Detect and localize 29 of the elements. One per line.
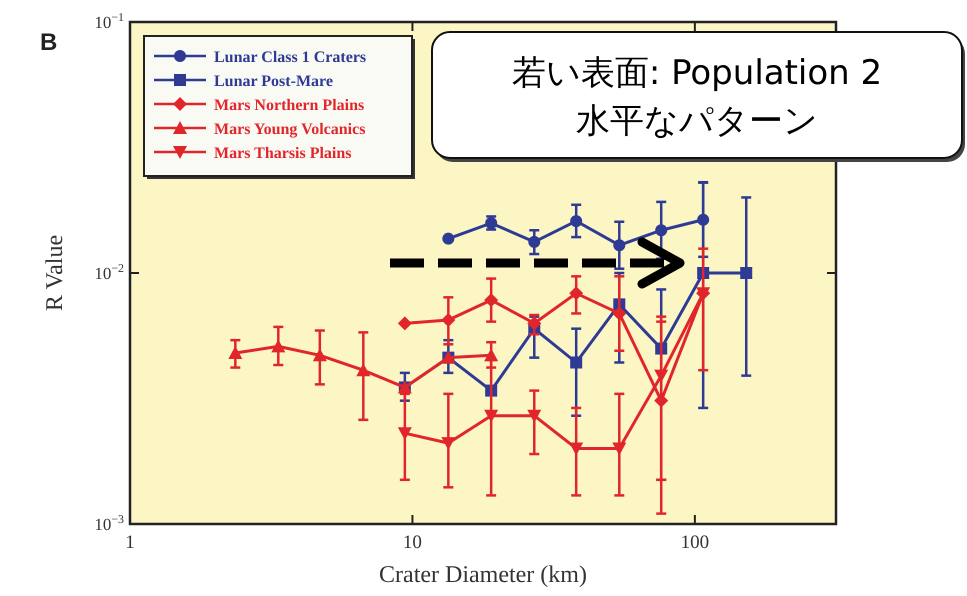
- text: B: [40, 29, 58, 56]
- point: [441, 312, 456, 327]
- legend-label: Lunar Post-Mare: [214, 73, 333, 90]
- legend-label: Lunar Class 1 Craters: [214, 49, 366, 66]
- point: [612, 442, 626, 456]
- x-axis-title: Crater Diameter (km): [379, 562, 587, 588]
- point: [740, 267, 752, 279]
- point: [484, 410, 498, 423]
- point: [612, 306, 626, 320]
- point: [527, 410, 542, 423]
- legend-label: Mars Northern Plains: [214, 97, 364, 114]
- point: [398, 316, 412, 330]
- point: [527, 316, 542, 330]
- y-tick-label: 10$^{−3}$: [94, 512, 124, 534]
- legend-label: Mars Young Volcanics: [214, 121, 366, 138]
- point: [569, 442, 584, 456]
- x-tick-label: 100: [680, 532, 710, 553]
- point: [484, 293, 498, 308]
- x-tick-label: 10: [402, 532, 422, 553]
- point: [398, 427, 412, 440]
- y-tick-label: 10$^{−2}$: [94, 261, 124, 283]
- legend-label: Mars Tharsis Plains: [214, 145, 352, 162]
- y-tick-label: 10$^{−1}$: [94, 10, 124, 32]
- point: [441, 437, 456, 450]
- annotation: 若い表面: Population 2 水平なパターン: [512, 53, 882, 141]
- y-axis-title: R Value: [42, 234, 68, 312]
- point: [569, 286, 584, 300]
- x-tick-label: 1: [125, 532, 135, 553]
- point: [570, 356, 582, 368]
